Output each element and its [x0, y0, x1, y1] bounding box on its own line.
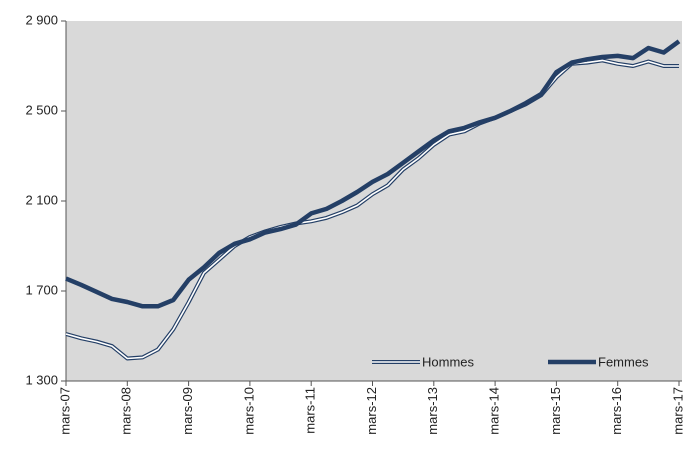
x-tick-label: mars-09: [180, 387, 195, 435]
x-tick-label: mars-10: [241, 387, 256, 435]
x-tick-label: mars-08: [119, 387, 134, 435]
legend-label: Hommes: [422, 354, 475, 369]
x-tick-label: mars-14: [487, 387, 502, 435]
x-tick-label: mars-15: [548, 387, 563, 435]
y-tick-label: 2 900: [25, 12, 58, 27]
x-tick-label: mars-11: [303, 387, 318, 434]
x-tick-label: mars-16: [609, 387, 624, 435]
x-tick-label: mars-17: [670, 387, 684, 435]
plot-area: [66, 21, 682, 381]
y-tick-label: 2 100: [25, 192, 58, 207]
y-tick-label: 2 500: [25, 102, 58, 117]
x-tick-label: mars-12: [364, 387, 379, 435]
y-tick-label: 1 300: [25, 372, 58, 387]
legend-label: Femmes: [598, 354, 649, 369]
x-tick-label: mars-07: [57, 387, 72, 435]
line-series: [65, 39, 681, 309]
x-tick-label: mars-13: [425, 387, 440, 435]
y-tick-label: 1 700: [25, 282, 58, 297]
